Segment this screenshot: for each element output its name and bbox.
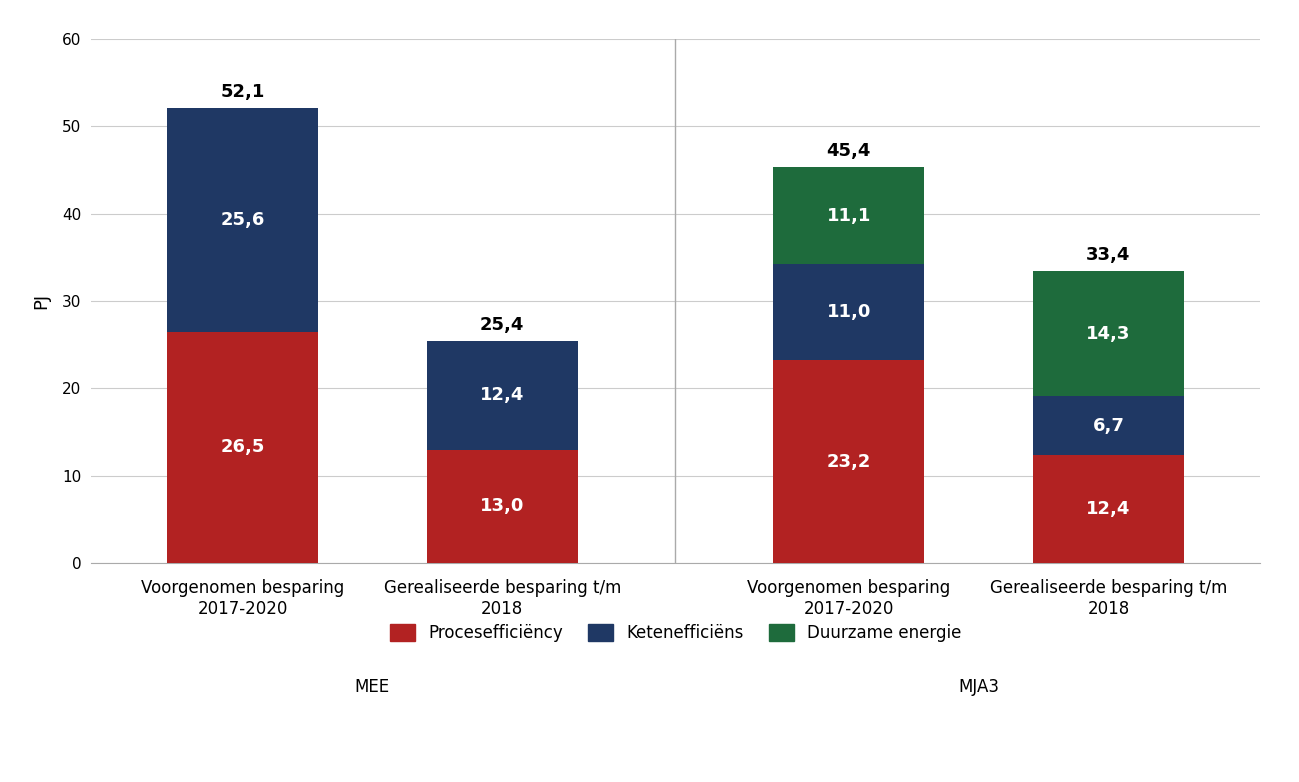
Bar [1033,455,1185,563]
Bar [1033,396,1185,455]
Bar [166,108,318,332]
Bar [426,450,578,563]
Text: 11,1: 11,1 [826,207,870,225]
Bar [426,341,578,450]
Bar [773,361,925,563]
Text: 6,7: 6,7 [1092,417,1125,435]
Legend: Procesefficiëncy, Ketenefficiëns, Duurzame energie: Procesefficiëncy, Ketenefficiëns, Duurza… [383,618,968,649]
Text: 12,4: 12,4 [481,386,525,404]
Bar [1033,271,1185,396]
Text: 11,0: 11,0 [826,303,870,321]
Text: 14,3: 14,3 [1086,325,1130,343]
Bar [773,264,925,361]
Bar [773,167,925,264]
Text: 52,1: 52,1 [221,83,265,101]
Y-axis label: PJ: PJ [32,293,51,309]
Text: 13,0: 13,0 [481,497,525,515]
Text: 12,4: 12,4 [1086,500,1130,518]
Text: 25,4: 25,4 [481,316,525,334]
Text: 23,2: 23,2 [826,453,870,471]
Text: MEE: MEE [355,678,390,696]
Text: MJA3: MJA3 [959,678,999,696]
Bar [166,332,318,563]
Text: 45,4: 45,4 [826,142,870,160]
Text: 25,6: 25,6 [221,211,265,229]
Text: 26,5: 26,5 [221,439,265,457]
Text: 33,4: 33,4 [1086,246,1130,264]
